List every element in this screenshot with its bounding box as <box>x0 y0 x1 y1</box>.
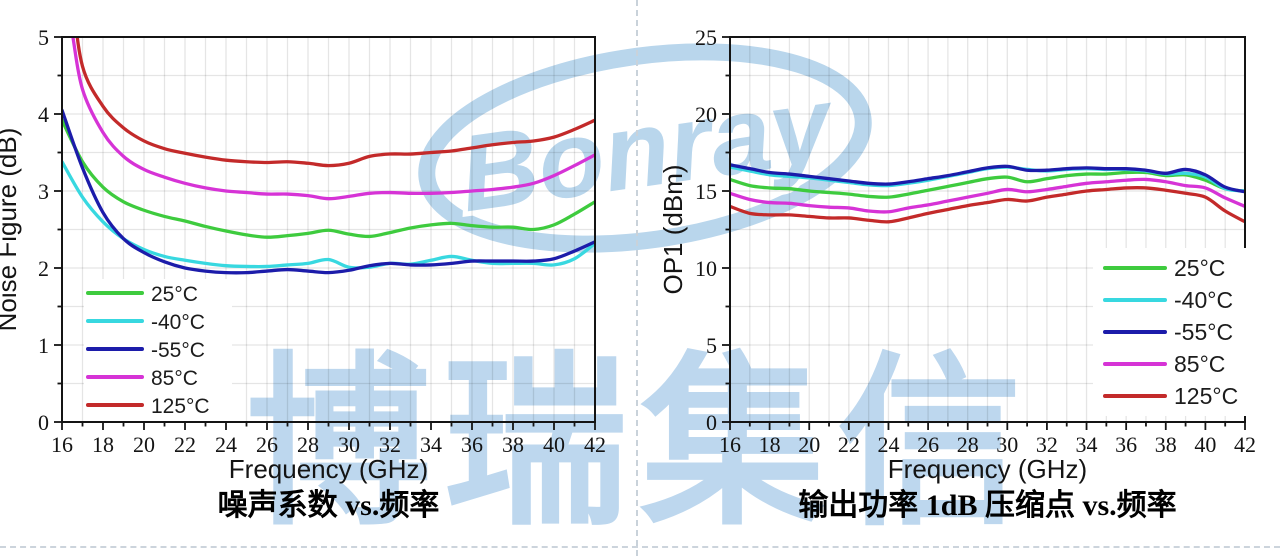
y-axis-title: OP1 (dBm) <box>658 164 688 294</box>
legend-label-85°C: 85°C <box>1174 351 1225 377</box>
x-tick-label: 26 <box>917 432 939 457</box>
chart-caption: 噪声系数 vs.频率 <box>218 489 440 522</box>
y-tick-label: 3 <box>38 179 49 204</box>
cjk-watermark: 博瑞集信 <box>246 341 1034 547</box>
ticks <box>722 36 1246 430</box>
x-tick-label: 24 <box>215 432 237 457</box>
x-tick-label: 36 <box>461 432 483 457</box>
x-tick-label: 32 <box>1036 432 1058 457</box>
x-tick-label: 42 <box>584 432 606 457</box>
x-axis-title: Frequency (GHz) <box>229 454 428 484</box>
y-tick-label: 0 <box>706 410 717 435</box>
x-tick-label: 20 <box>798 432 820 457</box>
series-line-125°C <box>75 37 595 168</box>
series-group <box>62 37 595 275</box>
grid <box>730 37 1245 422</box>
legend-label-25°C: 25°C <box>1174 255 1225 281</box>
logo-ellipse-icon <box>418 43 872 253</box>
x-tick-label: 26 <box>256 432 278 457</box>
legend: 25°C -40°C -55°C 85°C 125°C <box>1093 248 1247 416</box>
x-tick-label: 24 <box>877 432 899 457</box>
x-tick-label: 28 <box>297 432 319 457</box>
legend-label-25°C: 25°C <box>151 283 198 306</box>
series-line--55°C <box>62 108 595 275</box>
x-tick-label: 36 <box>1115 432 1137 457</box>
series-line-85°C <box>71 37 595 201</box>
x-tick-label: 34 <box>1076 432 1098 457</box>
x-tick-label: 38 <box>1155 432 1177 457</box>
x-tick-label: 42 <box>1234 432 1256 457</box>
y-tick-label: 20 <box>695 102 717 127</box>
legend-label-125°C: 125°C <box>151 395 210 418</box>
series-line-25°C <box>62 118 595 239</box>
legend-label--55°C: -55°C <box>1174 319 1233 345</box>
y-axis-title: Noise Figure (dB) <box>0 128 22 332</box>
x-tick-label: 40 <box>543 432 565 457</box>
legend-label--40°C: -40°C <box>151 311 205 334</box>
series-line--55°C <box>730 163 1245 194</box>
series-group <box>730 163 1245 224</box>
x-tick-label: 32 <box>379 432 401 457</box>
y-tick-label: 10 <box>695 256 717 281</box>
x-tick-label: 28 <box>957 432 979 457</box>
legend: 25°C -40°C -55°C 85°C 125°C <box>84 279 232 421</box>
x-tick-label: 40 <box>1194 432 1216 457</box>
ticks <box>54 36 596 430</box>
x-tick-label: 34 <box>420 432 442 457</box>
op1-chart: 16 18 20 22 24 26 28 30 32 34 36 38 40 42 0 5 10 15 20 25 Fr… <box>658 25 1256 522</box>
x-tick-label: 16 <box>719 432 741 457</box>
x-tick-label: 22 <box>838 432 860 457</box>
y-tick-label: 0 <box>38 410 49 435</box>
legend-label--55°C: -55°C <box>151 339 205 362</box>
x-tick-label: 18 <box>92 432 114 457</box>
series-line-85°C <box>730 177 1245 214</box>
x-tick-label: 18 <box>759 432 781 457</box>
noise-figure-chart: 16 18 20 22 24 26 28 30 32 34 36 38 40 42012345Freque… <box>0 25 606 522</box>
y-tick-label: 2 <box>38 256 49 281</box>
y-tick-label: 5 <box>706 333 717 358</box>
y-tick-label: 15 <box>695 179 717 204</box>
legend-label-125°C: 125°C <box>1174 383 1238 409</box>
y-tick-label: 4 <box>38 102 49 127</box>
y-tick-label: 5 <box>38 25 49 50</box>
y-tick-label: 25 <box>695 25 717 50</box>
series-line-125°C <box>730 186 1245 224</box>
y-tick-label: 1 <box>38 333 49 358</box>
center-divider <box>636 0 638 556</box>
legend-label-85°C: 85°C <box>151 367 198 390</box>
legend-label--40°C: -40°C <box>1174 287 1233 313</box>
bottom-border <box>0 546 1280 548</box>
x-tick-label: 30 <box>338 432 360 457</box>
x-tick-label: 22 <box>174 432 196 457</box>
chart-caption: 输出功率 1dB 压缩点 vs.频率 <box>798 489 1176 522</box>
x-tick-label: 38 <box>502 432 524 457</box>
series-line--40°C <box>62 160 595 270</box>
x-axis-title: Frequency (GHz) <box>888 454 1087 484</box>
x-tick-label: 16 <box>51 432 73 457</box>
x-tick-label: 20 <box>133 432 155 457</box>
x-tick-label: 30 <box>996 432 1018 457</box>
